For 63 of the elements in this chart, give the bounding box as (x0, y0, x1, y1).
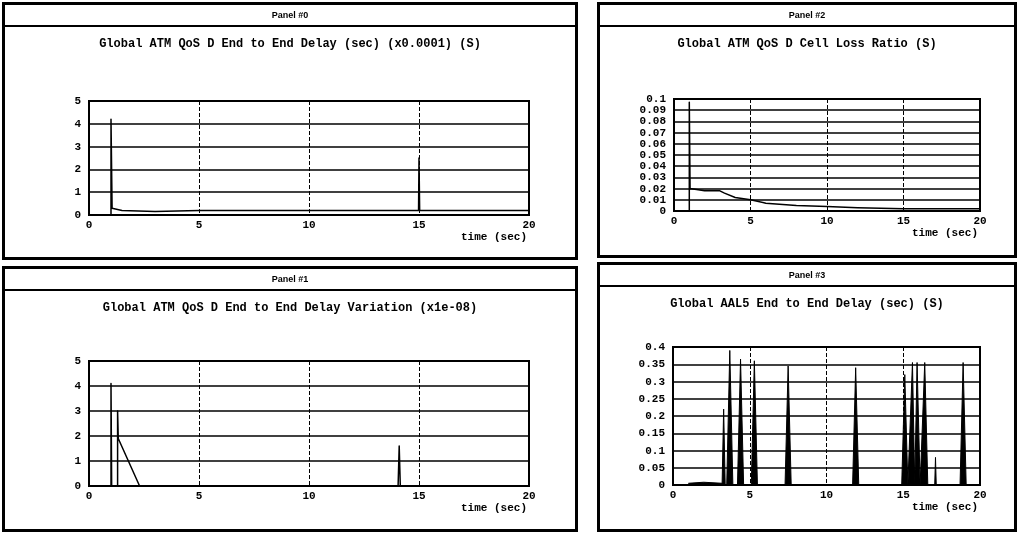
y-tick-label: 0.05 (638, 461, 666, 474)
chart-subtitle: Panel #3 (600, 265, 1014, 287)
x-tick-label: 15 (896, 214, 911, 227)
chart-title: Global ATM QoS D Cell Loss Ratio (S) (677, 37, 937, 51)
chart-subtitle: Panel #0 (5, 5, 575, 27)
y-tick-label: 0.06 (639, 137, 666, 150)
y-tick-label: 1 (74, 186, 82, 199)
x-tick-label: 20 (973, 488, 987, 501)
x-tick-label: 0 (670, 214, 678, 227)
chart-title: Global AAL5 End to End Delay (sec) (S) (670, 297, 944, 311)
y-tick-label: 0.04 (639, 160, 667, 173)
chart-subtitle: Panel #2 (600, 5, 1014, 27)
y-tick-label: 0.03 (639, 171, 667, 184)
y-tick-label: 0.25 (638, 392, 666, 405)
x-tick-label: 15 (412, 218, 426, 231)
y-tick-label: 1 (74, 455, 82, 467)
y-tick-label: 4 (74, 380, 82, 392)
x-axis-title: time (sec) (911, 500, 978, 513)
y-tick-label: 5 (74, 355, 82, 367)
x-axis-title: time (sec) (460, 230, 527, 243)
x-tick-label: 20 (522, 218, 536, 231)
y-tick-label: 0.15 (638, 427, 666, 440)
x-tick-label: 15 (896, 488, 911, 501)
x-axis-title: time (sec) (911, 226, 978, 239)
y-tick-label: 0.07 (639, 126, 666, 139)
x-tick-label: 0 (85, 489, 93, 502)
y-tick-label: 0.02 (639, 182, 666, 195)
x-tick-label: 10 (820, 214, 834, 227)
y-tick-label: 2 (74, 430, 81, 442)
x-tick-label: 5 (747, 214, 755, 227)
y-tick-label: 3 (74, 140, 82, 153)
y-tick-label: 0.4 (645, 341, 666, 353)
y-tick-label: 0.3 (645, 375, 666, 388)
y-tick-label: 0.05 (639, 149, 667, 161)
y-tick-label: 2 (74, 163, 81, 176)
x-tick-label: 0 (669, 488, 677, 501)
x-tick-label: 10 (302, 489, 316, 502)
x-tick-label: 20 (973, 214, 987, 227)
x-tick-label: 5 (195, 489, 203, 502)
y-tick-label: 0 (659, 205, 666, 217)
y-tick-label: 3 (74, 405, 82, 417)
x-tick-label: 20 (522, 489, 536, 502)
chart-title: Global ATM QoS D End to End Delay (sec) (x0.0001) (S) (99, 37, 481, 51)
y-tick-label: 0 (74, 480, 81, 492)
chart-title: Global ATM QoS D End to End Delay Variation (x1e-08) (102, 301, 478, 315)
x-tick-label: 10 (819, 488, 834, 501)
y-tick-label: 0.2 (645, 410, 665, 422)
y-tick-label: 0.35 (638, 358, 666, 371)
y-tick-label: 0.08 (639, 115, 667, 128)
y-tick-label: 0.1 (645, 444, 666, 457)
y-tick-label: 0.01 (639, 193, 667, 206)
y-tick-label: 0 (658, 479, 665, 491)
x-tick-label: 5 (195, 218, 203, 231)
y-tick-label: 0.09 (639, 104, 666, 117)
y-tick-label: 5 (74, 95, 82, 107)
x-tick-label: 15 (412, 489, 426, 502)
chart-subtitle: Panel #1 (5, 269, 575, 291)
x-tick-label: 5 (746, 488, 754, 501)
x-axis-title: time (sec) (460, 501, 527, 514)
x-tick-label: 10 (302, 218, 316, 231)
y-tick-label: 4 (74, 117, 82, 130)
y-tick-label: 0.1 (646, 93, 667, 105)
x-tick-label: 0 (85, 218, 93, 231)
